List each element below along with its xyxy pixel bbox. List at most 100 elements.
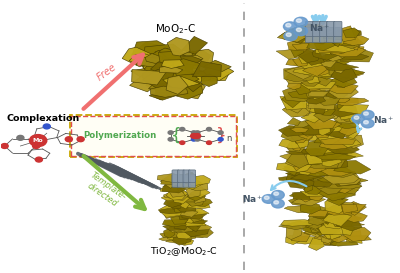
Bar xyxy=(71,115,236,156)
Polygon shape xyxy=(184,222,212,230)
Polygon shape xyxy=(297,28,324,37)
Polygon shape xyxy=(150,63,180,76)
Text: n: n xyxy=(226,133,231,143)
Polygon shape xyxy=(133,41,168,58)
Circle shape xyxy=(272,199,284,208)
FancyBboxPatch shape xyxy=(320,21,328,37)
Polygon shape xyxy=(325,198,346,214)
Polygon shape xyxy=(182,215,198,223)
Polygon shape xyxy=(169,222,186,232)
Polygon shape xyxy=(285,66,322,79)
Polygon shape xyxy=(323,211,352,226)
Polygon shape xyxy=(324,229,340,239)
Polygon shape xyxy=(159,56,193,71)
Polygon shape xyxy=(160,175,183,188)
FancyBboxPatch shape xyxy=(172,170,179,182)
FancyBboxPatch shape xyxy=(312,21,321,37)
Polygon shape xyxy=(318,58,332,69)
Polygon shape xyxy=(286,153,309,168)
Polygon shape xyxy=(320,137,356,145)
Polygon shape xyxy=(323,170,359,184)
Text: Free: Free xyxy=(95,62,119,83)
Polygon shape xyxy=(311,61,337,66)
Polygon shape xyxy=(314,69,338,79)
FancyBboxPatch shape xyxy=(178,175,185,187)
FancyBboxPatch shape xyxy=(312,27,321,43)
Polygon shape xyxy=(315,214,342,221)
Polygon shape xyxy=(168,231,184,242)
Polygon shape xyxy=(329,229,342,240)
Circle shape xyxy=(218,138,223,141)
Polygon shape xyxy=(175,63,193,76)
Polygon shape xyxy=(164,198,182,207)
Polygon shape xyxy=(310,180,333,189)
Polygon shape xyxy=(308,209,328,217)
Polygon shape xyxy=(146,75,180,91)
Polygon shape xyxy=(332,221,365,227)
Polygon shape xyxy=(304,73,320,84)
Polygon shape xyxy=(314,124,348,132)
Polygon shape xyxy=(286,235,300,245)
Polygon shape xyxy=(294,135,310,143)
Polygon shape xyxy=(160,188,179,192)
Polygon shape xyxy=(300,148,321,153)
Polygon shape xyxy=(148,82,186,92)
Polygon shape xyxy=(300,181,334,186)
Polygon shape xyxy=(292,57,309,66)
Polygon shape xyxy=(318,40,346,46)
Polygon shape xyxy=(170,73,194,88)
Polygon shape xyxy=(332,119,360,129)
Polygon shape xyxy=(329,99,358,103)
Polygon shape xyxy=(296,194,316,202)
Polygon shape xyxy=(286,171,316,176)
Polygon shape xyxy=(296,133,329,141)
Polygon shape xyxy=(319,226,336,234)
Polygon shape xyxy=(316,131,343,144)
Polygon shape xyxy=(282,103,310,117)
Polygon shape xyxy=(279,176,314,182)
Circle shape xyxy=(296,19,302,22)
Polygon shape xyxy=(308,238,324,250)
Polygon shape xyxy=(313,127,330,138)
Polygon shape xyxy=(164,65,187,73)
Circle shape xyxy=(352,114,364,123)
Polygon shape xyxy=(288,197,308,205)
Polygon shape xyxy=(286,69,313,80)
Polygon shape xyxy=(167,61,194,78)
Polygon shape xyxy=(334,61,348,73)
Polygon shape xyxy=(289,43,304,58)
Circle shape xyxy=(194,133,201,138)
Polygon shape xyxy=(286,59,304,67)
Polygon shape xyxy=(171,81,203,99)
Polygon shape xyxy=(290,174,325,180)
Polygon shape xyxy=(170,191,188,200)
Polygon shape xyxy=(286,138,308,152)
Polygon shape xyxy=(337,102,352,109)
Circle shape xyxy=(65,137,72,142)
Polygon shape xyxy=(312,73,328,87)
Polygon shape xyxy=(166,57,196,67)
Polygon shape xyxy=(319,125,330,136)
Polygon shape xyxy=(182,71,207,84)
Polygon shape xyxy=(179,51,198,67)
Circle shape xyxy=(32,144,40,149)
Polygon shape xyxy=(302,61,332,76)
Polygon shape xyxy=(329,82,358,94)
Polygon shape xyxy=(144,44,183,57)
Polygon shape xyxy=(292,82,320,91)
Polygon shape xyxy=(316,153,356,160)
Polygon shape xyxy=(318,178,344,194)
Polygon shape xyxy=(293,153,330,161)
Polygon shape xyxy=(145,54,162,64)
Polygon shape xyxy=(323,235,338,246)
Polygon shape xyxy=(188,210,203,222)
Polygon shape xyxy=(164,192,183,199)
Polygon shape xyxy=(332,36,364,49)
Polygon shape xyxy=(322,205,352,215)
Circle shape xyxy=(195,138,200,141)
Circle shape xyxy=(35,157,42,162)
Polygon shape xyxy=(182,227,193,233)
Polygon shape xyxy=(332,56,352,65)
Polygon shape xyxy=(314,101,327,114)
Polygon shape xyxy=(284,102,313,116)
